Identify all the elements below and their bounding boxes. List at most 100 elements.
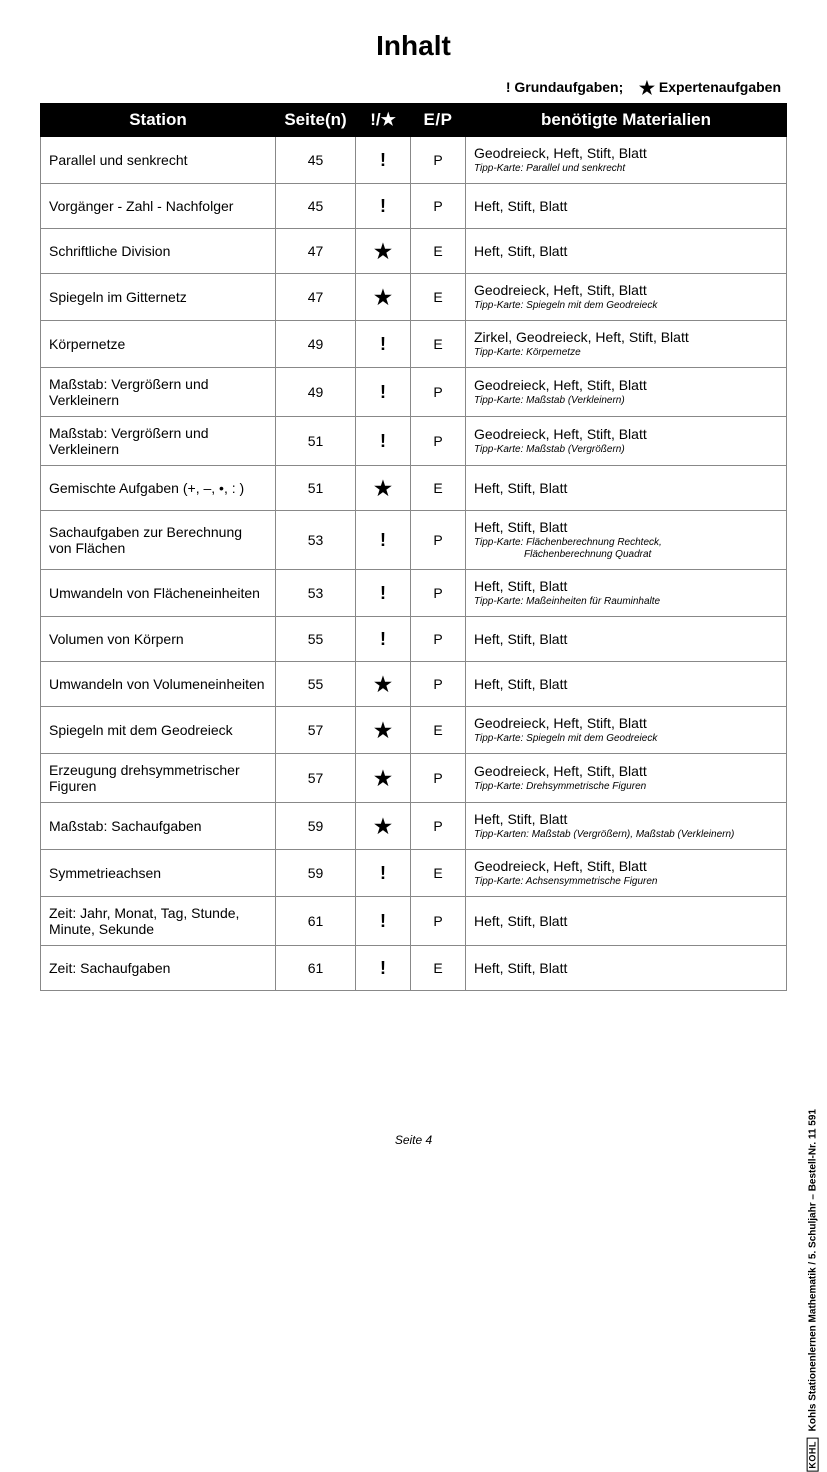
star-icon: ★ [374, 478, 392, 500]
side-caption: Kohls Stationenlernen Mathematik / 5. Sc… [808, 1109, 819, 1431]
table-row: Maßstab: Vergrößern und Verkleinern49!PG… [41, 368, 787, 417]
cell-ep: P [411, 417, 466, 466]
star-icon: ★ [374, 768, 392, 790]
materials-text: Zirkel, Geodreieck, Heft, Stift, Blatt [474, 329, 778, 345]
cell-pages: 59 [276, 850, 356, 897]
tip-text: Tipp-Karte: Maßstab (Verkleinern) [474, 395, 778, 407]
cell-ep: E [411, 274, 466, 321]
cell-station: Körpernetze [41, 321, 276, 368]
materials-text: Geodreieck, Heft, Stift, Blatt [474, 858, 778, 874]
tip-text: Tipp-Karte: Körpernetze [474, 347, 778, 359]
star-icon: ★ [374, 287, 392, 309]
cell-pages: 61 [276, 946, 356, 991]
cell-station: Maßstab: Sachaufgaben [41, 803, 276, 850]
tip-text: Tipp-Karte: Flächenberechnung Rechteck, [474, 537, 778, 549]
tip-text-2: Flächenberechnung Quadrat [474, 549, 778, 561]
cell-materials: Heft, Stift, Blatt [466, 617, 787, 662]
legend-grund-label: Grundaufgaben; [514, 79, 623, 95]
cell-level: ★ [356, 754, 411, 803]
star-icon: ★ [374, 816, 392, 838]
cell-level: ! [356, 850, 411, 897]
cell-pages: 53 [276, 570, 356, 617]
table-row: Maßstab: Vergrößern und Verkleinern51!PG… [41, 417, 787, 466]
cell-station: Umwandeln von Volumeneinheiten [41, 662, 276, 707]
cell-pages: 55 [276, 662, 356, 707]
materials-text: Geodreieck, Heft, Stift, Blatt [474, 426, 778, 442]
cell-level: ! [356, 570, 411, 617]
table-row: Volumen von Körpern55!PHeft, Stift, Blat… [41, 617, 787, 662]
cell-materials: Heft, Stift, Blatt [466, 946, 787, 991]
materials-text: Geodreieck, Heft, Stift, Blatt [474, 377, 778, 393]
table-row: Umwandeln von Volumeneinheiten55★PHeft, … [41, 662, 787, 707]
cell-ep: E [411, 850, 466, 897]
materials-text: Geodreieck, Heft, Stift, Blatt [474, 282, 778, 298]
table-row: Maßstab: Sachaufgaben59★PHeft, Stift, Bl… [41, 803, 787, 850]
table-row: Körpernetze49!EZirkel, Geodreieck, Heft,… [41, 321, 787, 368]
cell-ep: P [411, 570, 466, 617]
cell-ep: P [411, 617, 466, 662]
cell-level: ! [356, 511, 411, 570]
cell-station: Maßstab: Vergrößern und Verkleinern [41, 417, 276, 466]
table-row: Spiegeln im Gitternetz47★EGeodreieck, He… [41, 274, 787, 321]
page-title: Inhalt [40, 30, 787, 62]
cell-ep: P [411, 803, 466, 850]
cell-station: Maßstab: Vergrößern und Verkleinern [41, 368, 276, 417]
cell-level: ★ [356, 274, 411, 321]
cell-pages: 59 [276, 803, 356, 850]
materials-text: Heft, Stift, Blatt [474, 243, 778, 259]
materials-text: Heft, Stift, Blatt [474, 578, 778, 594]
cell-materials: Geodreieck, Heft, Stift, BlattTipp-Karte… [466, 754, 787, 803]
cell-ep: P [411, 754, 466, 803]
table-row: Umwandeln von Flächeneinheiten53!PHeft, … [41, 570, 787, 617]
table-row: Gemischte Aufgaben (+, –, •, : )51★EHeft… [41, 466, 787, 511]
cell-pages: 51 [276, 417, 356, 466]
cell-pages: 47 [276, 274, 356, 321]
col-level: !/★ [356, 104, 411, 137]
cell-pages: 57 [276, 754, 356, 803]
cell-ep: E [411, 707, 466, 754]
materials-text: Heft, Stift, Blatt [474, 960, 778, 976]
cell-level: ! [356, 184, 411, 229]
cell-pages: 49 [276, 321, 356, 368]
cell-station: Zeit: Sachaufgaben [41, 946, 276, 991]
cell-level: ! [356, 946, 411, 991]
cell-station: Zeit: Jahr, Monat, Tag, Stunde, Minute, … [41, 897, 276, 946]
cell-materials: Heft, Stift, Blatt [466, 184, 787, 229]
cell-pages: 45 [276, 137, 356, 184]
tip-text: Tipp-Karte: Maßstab (Vergrößern) [474, 444, 778, 456]
table-row: Erzeugung drehsymmetrischer Figuren57★PG… [41, 754, 787, 803]
cell-level: ! [356, 368, 411, 417]
cell-station: Spiegeln im Gitternetz [41, 274, 276, 321]
cell-materials: Geodreieck, Heft, Stift, Blatt Tipp-Karte… [466, 274, 787, 321]
materials-text: Geodreieck, Heft, Stift, Blatt [474, 763, 778, 779]
cell-level: ! [356, 417, 411, 466]
cell-station: Vorgänger - Zahl - Nachfolger [41, 184, 276, 229]
cell-station: Spiegeln mit dem Geodreieck [41, 707, 276, 754]
table-body: Parallel und senkrecht45!PGeodreieck, He… [41, 137, 787, 991]
materials-text: Heft, Stift, Blatt [474, 480, 778, 496]
cell-ep: P [411, 897, 466, 946]
cell-pages: 49 [276, 368, 356, 417]
cell-level: ! [356, 321, 411, 368]
tip-text: Tipp-Karte: Achsensymmetrische Figuren [474, 876, 778, 888]
cell-pages: 47 [276, 229, 356, 274]
cell-station: Parallel und senkrecht [41, 137, 276, 184]
cell-ep: E [411, 229, 466, 274]
materials-text: Heft, Stift, Blatt [474, 519, 778, 535]
star-icon: ★ [374, 674, 392, 696]
tip-text: Tipp-Karte: Spiegeln mit dem Geodreieck [474, 300, 778, 312]
cell-ep: P [411, 184, 466, 229]
cell-station: Gemischte Aufgaben (+, –, •, : ) [41, 466, 276, 511]
table-row: Vorgänger - Zahl - Nachfolger45!PHeft, S… [41, 184, 787, 229]
tip-text: Tipp-Karte: Parallel und senkrecht [474, 163, 778, 175]
publisher-logo: KOHL [807, 1438, 819, 1472]
table-row: Zeit: Sachaufgaben61!E Heft, Stift, Blatt [41, 946, 787, 991]
cell-ep: P [411, 137, 466, 184]
col-materials: benötigte Materialien [466, 104, 787, 137]
cell-ep: P [411, 662, 466, 707]
table-row: Schriftliche Division47★EHeft, Stift, Bl… [41, 229, 787, 274]
cell-materials: Heft, Stift, BlattTipp-Karte: Maßeinheit… [466, 570, 787, 617]
cell-materials: Heft, Stift, Blatt [466, 229, 787, 274]
cell-materials: Geodreieck, Heft, Stift, BlattTipp-Karte… [466, 707, 787, 754]
cell-ep: E [411, 946, 466, 991]
